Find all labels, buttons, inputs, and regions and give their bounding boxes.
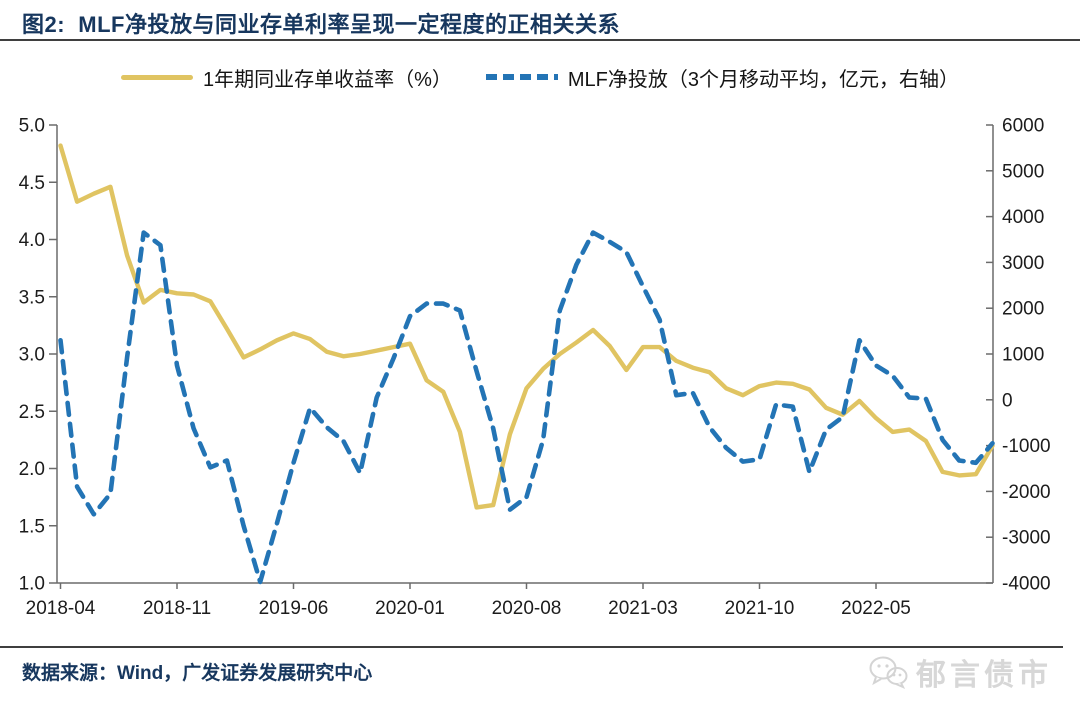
y-right-tick-label: 6000 [1002,116,1044,137]
y-right-tick-label: 4000 [1002,207,1044,228]
y-right-tick-label: 2000 [1002,299,1044,320]
series-mlf-net-injection [58,230,995,585]
x-tick-label: 2020-01 [375,598,445,619]
y-right-tick-label: -1000 [1002,436,1051,457]
y-right-tick-label: 0 [1002,390,1013,411]
x-tick-label: 2020-08 [492,598,562,619]
watermark: 郁言债市 [868,650,1052,694]
y-right-tick-label: 5000 [1002,161,1044,182]
y-left-tick-label: 4.5 [19,173,45,194]
y-left-tick-label: 4.0 [19,230,45,251]
y-right-tick-label: -4000 [1002,574,1051,595]
y-left-tick-label: 5.0 [19,116,45,137]
page-title: 图2: MLF净投放与同业存单利率呈现一定程度的正相关关系 [22,12,620,37]
watermark-text: 郁言债市 [916,659,1052,692]
x-tick-label: 2021-03 [608,598,678,619]
series-ncd-yield [58,143,995,510]
y-left-tick-label: 1.5 [19,516,45,537]
wechat-icon [869,656,908,689]
legend-item-ncd-yield: 1年期同业存单收益率（%） [120,63,452,92]
y-right-tick-label: 3000 [1002,253,1044,274]
y-left-tick-label: 3.5 [19,287,45,308]
solid-line-swatch-icon [120,74,193,80]
y-right-tick-label: -3000 [1002,528,1051,549]
x-tick-label: 2021-10 [725,598,795,619]
y-right-tick-label: 1000 [1002,345,1044,366]
footer-divider [0,646,1063,648]
figure-header: 图2: MLF净投放与同业存单利率呈现一定程度的正相关关系 [0,0,1080,41]
y-right-tick-label: -2000 [1002,482,1051,503]
data-source-note: 数据来源：Wind，广发证券发展研究中心 [22,663,373,684]
legend-label: 1年期同业存单收益率（%） [202,68,452,91]
y-left-tick-label: 3.0 [19,345,45,366]
x-tick-label: 2022-05 [841,598,911,619]
dashed-line-swatch-icon [485,74,558,80]
legend-item-mlf-injection: MLF净投放（3个月移动平均，亿元，右轴） [485,63,960,92]
x-tick-label: 2019-06 [259,598,329,619]
chart-legend: 1年期同业存单收益率（%） MLF净投放（3个月移动平均，亿元，右轴） [0,60,1080,94]
legend-label: MLF净投放（3个月移动平均，亿元，右轴） [567,68,960,91]
y-left-tick-label: 2.5 [19,402,45,423]
axis-lines [56,125,994,584]
x-tick-label: 2018-11 [143,598,211,619]
x-tick-label: 2018-04 [26,598,96,619]
y-left-tick-label: 1.0 [19,574,45,595]
y-left-tick-label: 2.0 [19,459,45,480]
